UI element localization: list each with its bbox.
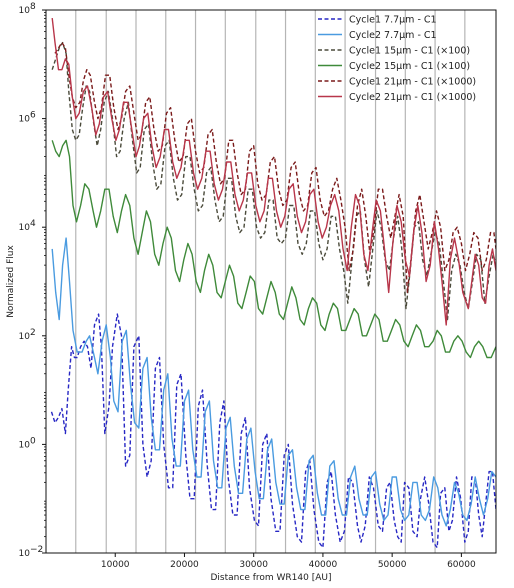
x-tick-label-5: 60000	[447, 560, 476, 570]
x-axis-label: Distance from WR140 [AU]	[211, 573, 332, 583]
series-line-0	[50, 313, 496, 549]
y-tick-exponent-3: 4	[30, 219, 36, 229]
y-tick-exponent-2: 2	[30, 328, 36, 338]
x-tick-label-2: 30000	[239, 560, 268, 570]
y-tick-label-2: 10	[19, 332, 31, 342]
legend-label-0: Cycle1 7.7μm - C1	[349, 15, 437, 26]
y-tick-label-5: 10	[19, 6, 31, 16]
plot-frame	[45, 9, 497, 554]
y-tick-label-3: 10	[19, 223, 31, 233]
x-tick-label-1: 20000	[170, 560, 199, 570]
series-line-5	[51, 18, 496, 326]
legend-label-3: Cycle2 15μm - C1 (×100)	[349, 61, 470, 72]
series-layer	[50, 18, 496, 549]
series-line-3	[51, 139, 496, 359]
legend-label-1: Cycle2 7.7μm - C1	[349, 30, 437, 41]
y-tick-exponent-0: −2	[30, 545, 43, 555]
x-axis: 10000 20000 30000 40000 50000 60000	[101, 553, 476, 570]
series-line-2	[51, 41, 496, 321]
legend-label-5: Cycle2 21μm - C1 (×1000)	[349, 92, 476, 103]
legend-label-4: Cycle1 21μm - C1 (×1000)	[349, 77, 476, 88]
legend-label-2: Cycle1 15μm - C1 (×100)	[349, 46, 470, 57]
y-tick-label-1: 10	[19, 440, 31, 450]
x-tick-label-0: 10000	[101, 560, 130, 570]
y-tick-exponent-5: 8	[30, 2, 36, 12]
y-tick-exponent-4: 6	[30, 111, 36, 121]
y-axis-label: Normalized Flux	[6, 245, 16, 318]
series-line-1	[51, 237, 496, 527]
x-tick-label-3: 40000	[309, 560, 338, 570]
legend: Cycle1 7.7μm - C1 Cycle2 7.7μm - C1 Cycle1…	[318, 15, 476, 103]
x-tick-label-4: 50000	[378, 560, 407, 570]
y-tick-label-0: 10	[19, 549, 31, 559]
y-tick-label-4: 10	[19, 115, 31, 125]
series-line-4	[54, 41, 496, 294]
y-tick-exponent-1: 0	[30, 436, 36, 446]
